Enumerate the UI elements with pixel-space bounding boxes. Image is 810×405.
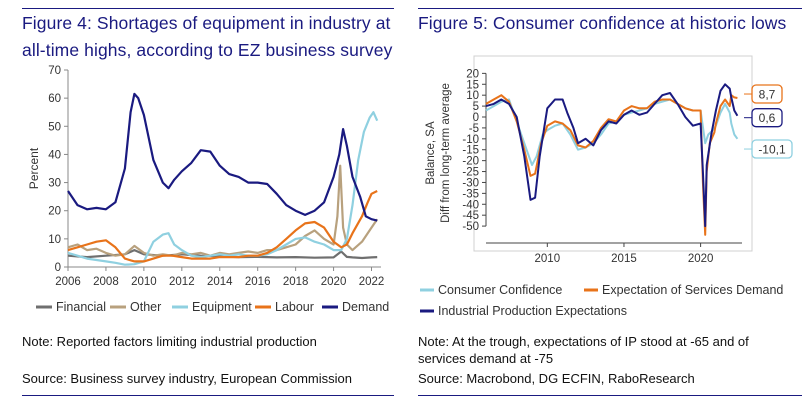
fig4-legend-label-equipment: Equipment bbox=[192, 300, 252, 314]
fig4-legend-label-other: Other bbox=[130, 300, 161, 314]
fig5-y-tick-label: 5 bbox=[473, 101, 479, 113]
figure5-note: Note: At the trough, expectations of IP … bbox=[418, 333, 798, 367]
fig4-y-tick-label: 50 bbox=[48, 121, 61, 133]
fig4-legend-label-financial: Financial bbox=[56, 300, 106, 314]
fig5-legend-label-expectation-of-services-demand: Expectation of Services Demand bbox=[602, 283, 783, 297]
fig4-x-tick-label: 2012 bbox=[169, 276, 195, 288]
fig5-y-tick-label: -15 bbox=[462, 145, 479, 157]
fig4-y-tick-label: 30 bbox=[48, 178, 61, 190]
fig5-y-axis-label-2: Diff from long-term average bbox=[440, 83, 452, 223]
figure4-source: Source: Business survey industry, Europe… bbox=[22, 370, 352, 387]
fig5-end-label-consumer: -10,1 bbox=[744, 140, 792, 158]
fig4-series-other bbox=[68, 166, 377, 256]
fig5-end-label-consumer-text: -10,1 bbox=[758, 143, 786, 157]
figure5-panel: Figure 5: Consumer confidence at histori… bbox=[414, 0, 810, 405]
fig4-x-tick-label: 2020 bbox=[321, 276, 347, 288]
fig5-end-label-services-text: 8,7 bbox=[759, 88, 776, 102]
fig5-y-tick-label: -10 bbox=[462, 134, 479, 146]
fig4-x-tick-label: 2008 bbox=[93, 276, 119, 288]
fig4-x-tick-label: 2014 bbox=[207, 276, 233, 288]
fig4-x-tick-label: 2010 bbox=[131, 276, 157, 288]
fig4-y-tick-label: 0 bbox=[55, 262, 61, 274]
fig5-x-tick-label: 2015 bbox=[611, 253, 637, 265]
fig4-legend-label-demand: Demand bbox=[342, 300, 389, 314]
fig5-legend-label-industrial-production-expectations: Industrial Production Expectations bbox=[438, 304, 627, 318]
fig5-series-expectation-of-services-demand bbox=[486, 95, 737, 235]
fig5-series-industrial-production-expectations bbox=[486, 84, 737, 226]
fig5-x-tick-label: 2020 bbox=[688, 253, 714, 265]
fig5-y-tick-label: -40 bbox=[462, 199, 479, 211]
fig4-x-tick-label: 2016 bbox=[245, 276, 271, 288]
fig5-y-tick-label: 20 bbox=[466, 68, 479, 80]
fig4-y-tick-label: 70 bbox=[48, 65, 61, 77]
fig4-series-demand bbox=[68, 94, 377, 221]
fig5-y-tick-label: -50 bbox=[462, 221, 479, 233]
figure5-bottom-rule bbox=[418, 395, 802, 396]
fig5-y-tick-label: 0 bbox=[473, 112, 479, 124]
fig5-y-tick-label: 10 bbox=[466, 90, 479, 102]
fig5-frame bbox=[474, 56, 752, 251]
fig4-x-tick-label: 2006 bbox=[55, 276, 81, 288]
figure5-source: Source: Macrobond, DG ECFIN, RaboResearc… bbox=[418, 370, 695, 387]
figure4-bottom-rule bbox=[22, 395, 394, 396]
fig5-end-label-industrial: 0,6 bbox=[744, 109, 782, 127]
fig5-y-tick-label: -45 bbox=[462, 210, 479, 222]
fig5-end-label-services: 8,7 bbox=[744, 85, 782, 103]
fig5-y-tick-label: -20 bbox=[462, 156, 479, 168]
fig5-y-tick-label: -5 bbox=[469, 123, 479, 135]
fig4-y-tick-label: 40 bbox=[48, 149, 61, 161]
fig4-y-tick-label: 60 bbox=[48, 93, 61, 105]
fig4-x-tick-label: 2022 bbox=[359, 276, 385, 288]
figure4-note: Note: Reported factors limiting industri… bbox=[22, 333, 317, 350]
figure4-panel: Figure 4: Shortages of equipment in indu… bbox=[0, 0, 398, 405]
fig5-y-axis-label: Balance, SA bbox=[425, 121, 437, 185]
fig4-y-tick-label: 10 bbox=[48, 234, 61, 246]
fig5-x-tick-label: 2010 bbox=[535, 253, 561, 265]
fig4-series-labour bbox=[68, 191, 377, 261]
fig5-legend-label-consumer-confidence: Consumer Confidence bbox=[438, 283, 562, 297]
fig4-y-tick-label: 20 bbox=[48, 206, 61, 218]
fig5-y-tick-label: -25 bbox=[462, 167, 479, 179]
fig5-y-tick-label: -30 bbox=[462, 177, 479, 189]
fig5-end-label-industrial-text: 0,6 bbox=[759, 111, 776, 125]
fig4-legend-label-labour: Labour bbox=[275, 300, 314, 314]
fig4-y-axis-label: Percent bbox=[27, 147, 41, 189]
fig5-y-tick-label: 15 bbox=[466, 79, 479, 91]
fig5-y-tick-label: -35 bbox=[462, 188, 479, 200]
fig4-x-tick-label: 2018 bbox=[283, 276, 309, 288]
